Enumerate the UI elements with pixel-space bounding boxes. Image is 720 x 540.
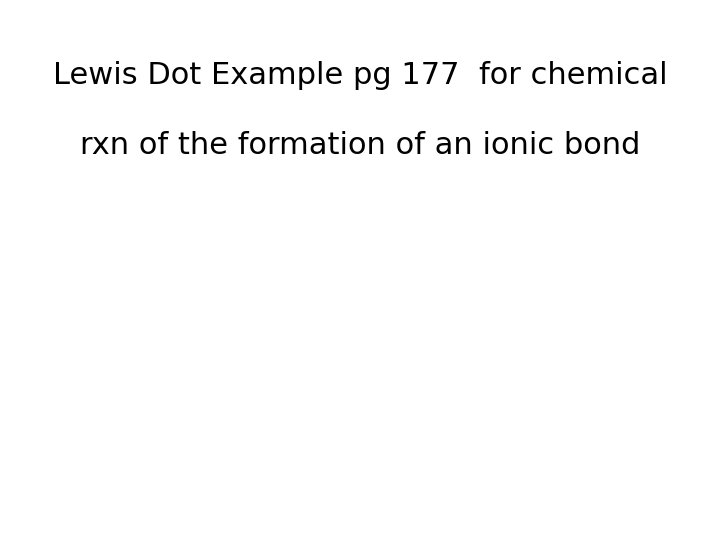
Text: Lewis Dot Example pg 177  for chemical: Lewis Dot Example pg 177 for chemical xyxy=(53,61,667,90)
Text: rxn of the formation of an ionic bond: rxn of the formation of an ionic bond xyxy=(80,131,640,160)
